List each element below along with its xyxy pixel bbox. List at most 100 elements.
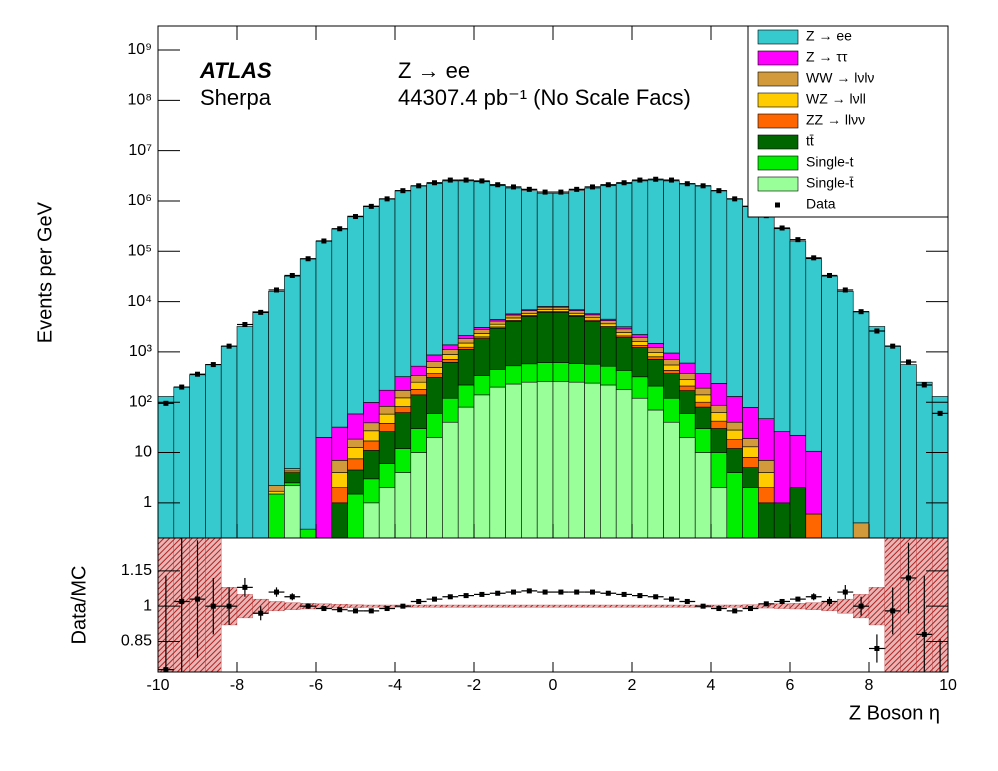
data-point: [463, 177, 469, 183]
mc-uncertainty-band: [442, 604, 459, 608]
ratio-point: [921, 631, 927, 637]
mc-uncertainty-band: [236, 594, 253, 619]
mc-uncertainty-band: [568, 604, 585, 608]
histogram-segment: [584, 320, 601, 365]
histogram-segment: [489, 323, 506, 328]
y-tick-label: 10⁹: [127, 41, 152, 58]
histogram-segment: [821, 275, 838, 538]
ratio-point: [274, 589, 279, 595]
histogram-segment: [410, 452, 427, 538]
histogram-segment: [457, 338, 475, 344]
data-point: [321, 238, 327, 244]
histogram-segment: [631, 376, 649, 399]
data-point: [716, 188, 722, 194]
ratio-point: [210, 603, 216, 609]
x-tick-label: -8: [230, 677, 244, 694]
histogram-segment: [284, 485, 301, 538]
histogram-segment: [710, 420, 728, 429]
data-point: [195, 371, 200, 377]
histogram-segment: [694, 401, 712, 408]
data-point: [495, 182, 501, 188]
legend-marker: [775, 202, 780, 208]
ratio-frame: [157, 537, 949, 673]
histogram-segment: [442, 354, 459, 360]
data-point: [479, 178, 485, 184]
histogram-segment: [410, 428, 427, 453]
legend-swatch: [757, 176, 799, 192]
x-tick-label: 0: [549, 677, 558, 694]
histogram-segment: [710, 412, 728, 422]
mc-uncertainty-band: [268, 601, 285, 612]
x-tick-label: 10: [939, 677, 957, 694]
mc-uncertainty-band: [521, 604, 538, 608]
histogram-segment: [726, 421, 743, 431]
histogram-segment: [852, 522, 870, 538]
data-point: [621, 180, 627, 186]
histogram-segment: [615, 389, 633, 538]
histogram-segment: [647, 409, 664, 538]
histogram-segment: [473, 375, 491, 396]
x-tick-label: -10: [146, 677, 169, 694]
data-point: [179, 384, 185, 390]
histogram-segment: [394, 406, 412, 413]
histogram-segment: [378, 405, 396, 415]
histogram-segment: [284, 275, 301, 469]
histogram-segment: [521, 316, 538, 365]
histogram-segment: [442, 180, 459, 346]
y-tick-label: 10⁶: [128, 192, 152, 209]
data-point: [447, 177, 453, 183]
ratio-point: [763, 601, 769, 607]
histogram-segment: [410, 381, 427, 390]
histogram-segment: [758, 487, 775, 504]
experiment-label: ATLAS: [199, 58, 272, 83]
data-point: [353, 214, 358, 220]
mc-uncertainty-band: [600, 604, 617, 608]
histogram-segment: [552, 306, 570, 310]
ratio-point: [890, 608, 896, 614]
data-point: [827, 272, 832, 278]
mc-uncertainty-band: [774, 603, 791, 609]
histogram-segment: [805, 258, 822, 452]
ratio-point: [906, 575, 911, 581]
histogram-segment: [742, 457, 759, 468]
histogram-segment: [710, 452, 728, 488]
ratio-point: [179, 598, 185, 604]
histogram-segment: [916, 381, 933, 538]
histogram-segment: [568, 381, 585, 538]
mc-uncertainty-band: [458, 604, 475, 608]
histogram-segment: [536, 312, 554, 363]
data-point: [416, 183, 422, 189]
histogram-segment: [442, 421, 459, 538]
histogram-segment: [347, 413, 364, 440]
ratio-point: [653, 594, 659, 600]
x-tick-label: -2: [467, 677, 481, 694]
data-point: [400, 188, 406, 194]
mc-uncertainty-band: [552, 604, 569, 608]
histogram-segment: [363, 478, 380, 504]
histogram-segment: [394, 472, 412, 538]
ratio-point: [368, 608, 374, 614]
histogram-segment: [600, 185, 617, 320]
mc-uncertainty-band: [868, 587, 885, 626]
legend: Z → ee Z → ττ WW → lνlν WZ → lνll ZZ → llνν t…: [747, 25, 949, 218]
legend-label: Z → ee: [806, 28, 852, 44]
histogram-segment: [631, 341, 649, 346]
data-point: [274, 287, 279, 293]
histogram-segment: [363, 502, 380, 538]
histogram-segment: [378, 431, 396, 464]
histogram-segment: [442, 349, 459, 355]
legend-swatch: [757, 92, 799, 108]
histogram-segment: [505, 383, 522, 538]
histogram-segment: [347, 458, 364, 471]
data-point: [305, 256, 311, 262]
ratio-point: [242, 584, 248, 590]
histogram-segment: [789, 240, 807, 436]
data-point: [637, 177, 643, 183]
histogram-segment: [457, 180, 475, 336]
y-tick-label: 1: [143, 597, 152, 614]
histogram-segment: [205, 364, 222, 538]
histogram-segment: [220, 345, 238, 538]
histogram-segment: [568, 190, 585, 311]
